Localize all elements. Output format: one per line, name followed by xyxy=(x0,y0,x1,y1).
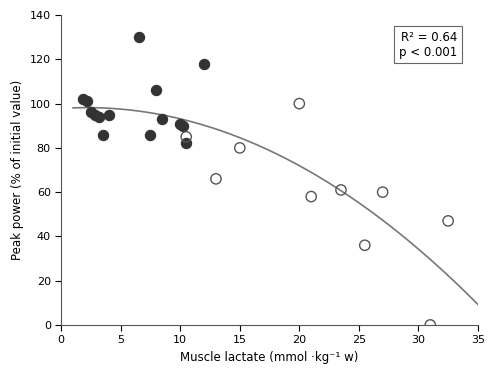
Point xyxy=(146,132,154,138)
Point xyxy=(91,112,99,118)
Point xyxy=(337,187,345,193)
Point xyxy=(176,120,184,126)
Point xyxy=(158,116,166,122)
Point xyxy=(83,98,91,104)
Point xyxy=(361,242,369,248)
Text: R² = 0.64
p < 0.001: R² = 0.64 p < 0.001 xyxy=(399,31,457,58)
Point xyxy=(295,100,303,106)
Point xyxy=(236,145,244,151)
Point xyxy=(200,61,208,67)
Point xyxy=(87,110,95,116)
Point xyxy=(79,96,87,102)
Point xyxy=(182,141,190,147)
Point xyxy=(95,114,103,120)
Point xyxy=(212,176,220,182)
Y-axis label: Peak power (% of initial value): Peak power (% of initial value) xyxy=(11,80,24,260)
Point xyxy=(179,123,186,129)
Point xyxy=(378,189,386,195)
Point xyxy=(99,132,107,138)
Point xyxy=(182,134,190,140)
Point xyxy=(134,34,142,40)
X-axis label: Muscle lactate (mmol ·kg⁻¹ w): Muscle lactate (mmol ·kg⁻¹ w) xyxy=(181,351,359,364)
Point xyxy=(307,194,315,200)
Point xyxy=(105,112,113,118)
Point xyxy=(426,322,434,328)
Point xyxy=(444,218,452,224)
Point xyxy=(152,87,160,93)
